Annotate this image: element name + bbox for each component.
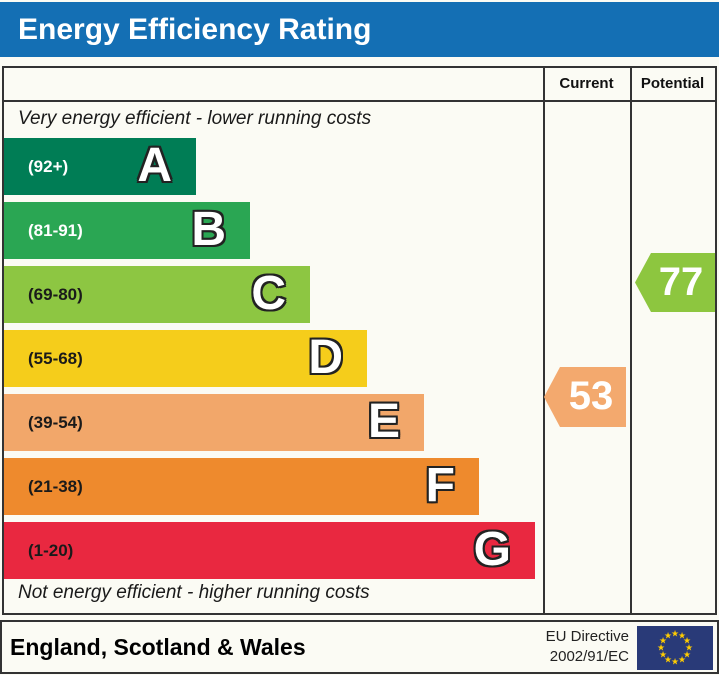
band-range-g: (1-20)	[28, 541, 74, 560]
star-icon: ★	[670, 656, 680, 667]
footer: England, Scotland & Wales EU Directive 2…	[0, 620, 719, 674]
bottom-note: Not energy efficient - higher running co…	[18, 582, 370, 603]
band-letter-c: C	[251, 267, 286, 320]
current-rating-value: 53	[568, 374, 614, 418]
potential-rating-value: 77	[658, 260, 704, 304]
band-letter-e: E	[367, 395, 400, 448]
band-letter-g: G	[473, 523, 511, 576]
star-icon: ★	[670, 628, 680, 639]
band-row-f: (21-38) F	[4, 458, 479, 515]
column-header-row: Current Potential	[4, 68, 715, 102]
band-letter-b: B	[191, 203, 226, 256]
star-icon: ★	[658, 635, 668, 646]
energy-rating-chart: Current Potential Very energy efficient …	[2, 66, 717, 615]
star-icon: ★	[658, 649, 668, 660]
potential-rating-arrow: 77	[635, 253, 715, 312]
band-row-b: (81-91) B	[4, 202, 250, 259]
star-icon: ★	[682, 649, 692, 660]
top-note: Very energy efficient - lower running co…	[18, 108, 372, 129]
column-header-current: Current	[559, 75, 614, 92]
star-icon: ★	[663, 630, 673, 641]
band-range-c: (69-80)	[28, 285, 83, 304]
band-range-f: (21-38)	[28, 477, 83, 496]
eu-directive-label: EU Directive 2002/91/EC	[546, 627, 629, 667]
band-range-d: (55-68)	[28, 349, 83, 368]
potential-column-divider	[630, 68, 632, 613]
band-letter-f: F	[425, 459, 455, 512]
band-row-e: (39-54) E	[4, 394, 424, 451]
star-icon: ★	[682, 635, 692, 646]
footer-region-label: England, Scotland & Wales	[10, 634, 306, 660]
eu-directive-line2: 2002/91/EC	[549, 648, 629, 665]
band-range-e: (39-54)	[28, 413, 83, 432]
current-rating-arrow: 53	[544, 367, 626, 427]
band-range-b: (81-91)	[28, 221, 83, 240]
band-row-g: (1-20) G	[4, 522, 535, 579]
current-column-divider	[543, 68, 545, 613]
band-letter-a: A	[137, 139, 172, 192]
star-icon: ★	[677, 630, 687, 641]
star-icon: ★	[677, 654, 687, 665]
band-row-a: (92+) A	[4, 138, 196, 195]
column-header-potential: Potential	[640, 75, 705, 92]
star-icon: ★	[656, 642, 666, 653]
star-icon: ★	[663, 654, 673, 665]
band-range-a: (92+)	[28, 157, 69, 176]
star-icon: ★	[684, 642, 694, 653]
band-row-c: (69-80) C	[4, 266, 310, 323]
eu-directive-line1: EU Directive	[545, 628, 629, 645]
page-title: Energy Efficiency Rating	[0, 2, 719, 57]
band-letter-d: D	[308, 331, 343, 384]
band-row-d: (55-68) D	[4, 330, 367, 387]
eu-flag-icon: ★ ★ ★ ★ ★ ★ ★ ★ ★ ★ ★ ★	[637, 626, 713, 670]
